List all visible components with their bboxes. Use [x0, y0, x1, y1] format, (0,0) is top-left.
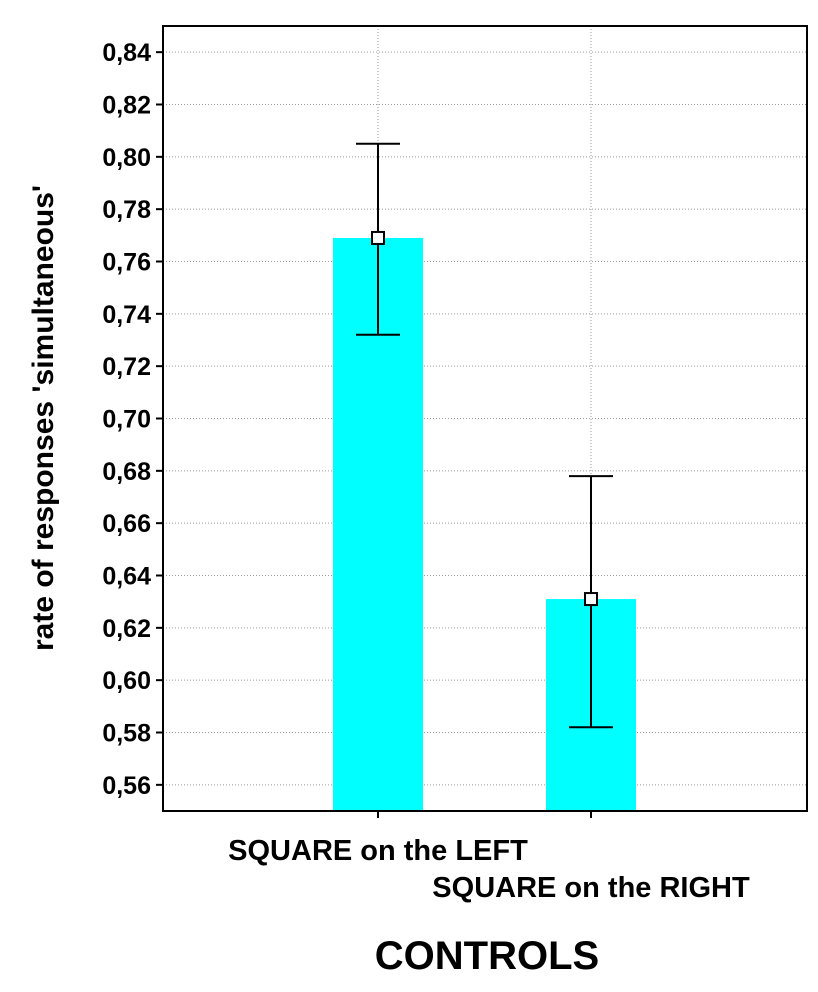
y-tick-label: 0,58	[102, 720, 151, 748]
y-tick-label: 0,60	[102, 667, 151, 695]
x-category-label: SQUARE on the LEFT	[228, 835, 528, 867]
error-bars	[356, 142, 613, 729]
y-tick-label: 0,74	[102, 301, 151, 329]
y-tick-label: 0,56	[102, 772, 151, 800]
y-tick-label: 0,80	[102, 144, 151, 172]
grid	[163, 26, 807, 811]
y-tick-label: 0,64	[102, 563, 151, 591]
y-tick-label: 0,78	[102, 196, 151, 224]
x-axis-categories: SQUARE on the LEFT SQUARE on the RIGHT	[228, 835, 750, 904]
mean-marker	[584, 592, 598, 607]
mean-marker	[371, 230, 385, 245]
y-tick-label: 0,82	[102, 92, 151, 120]
y-tick-label: 0,76	[102, 249, 151, 277]
y-tick-label: 0,62	[102, 615, 151, 643]
y-tick-label: 0,70	[102, 406, 151, 434]
y-tick-label: 0,66	[102, 510, 151, 538]
y-axis-ticks: 0,56 0,58 0,60 0,62 0,64 0,66 0,68 0,70 0,72 0,74…	[102, 39, 592, 818]
x-category-label: SQUARE on the RIGHT	[432, 872, 750, 904]
y-tick-label: 0,68	[102, 458, 151, 486]
y-axis-label: rate of responses 'simultaneous'	[27, 185, 60, 651]
x-axis-label: CONTROLS	[375, 934, 599, 978]
y-tick-label: 0,72	[102, 353, 151, 381]
y-tick-label: 0,84	[102, 39, 151, 67]
